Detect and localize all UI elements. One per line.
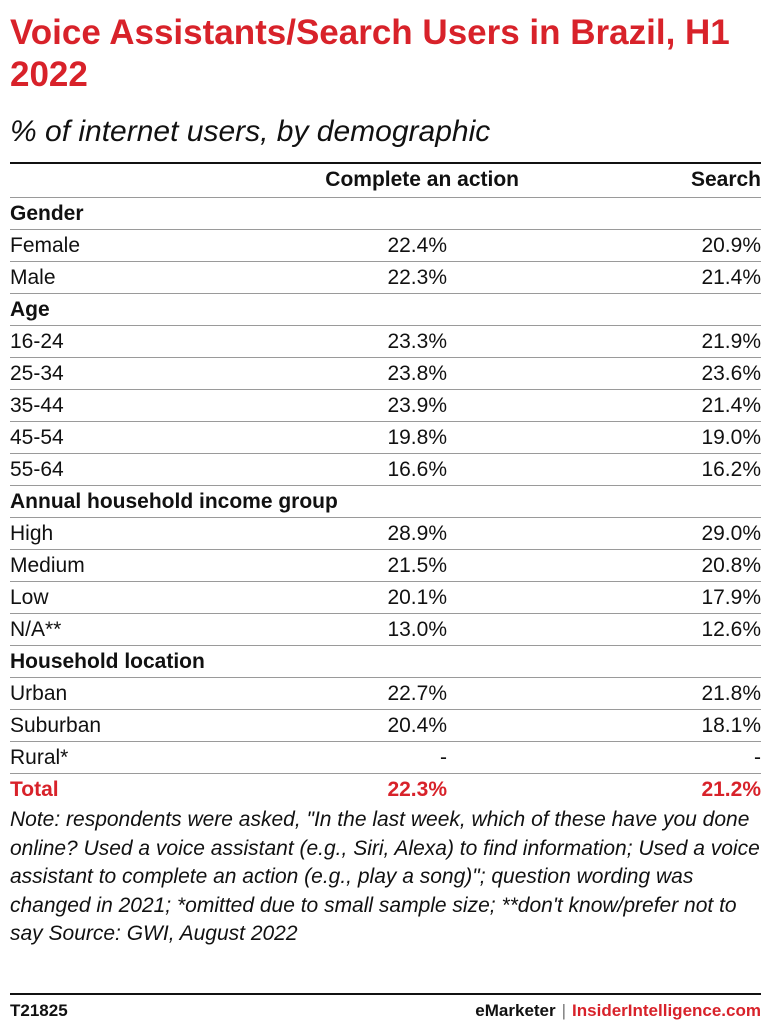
- table-row-complete-action-value: -: [440, 746, 447, 769]
- table-row: 25-34 23.8% 23.6%: [10, 358, 761, 390]
- table-row-label: 45-54: [10, 426, 64, 449]
- table-row-complete-action-value: 20.4%: [387, 714, 447, 737]
- table-row-search-value: 20.8%: [701, 554, 761, 577]
- table-row-label: Male: [10, 266, 56, 289]
- group-row-label: Age: [10, 298, 50, 321]
- group-row: Annual household income group: [10, 486, 761, 518]
- brand-separator: |: [561, 1001, 567, 1020]
- table-row-complete-action-value: 20.1%: [387, 586, 447, 609]
- table-row: 45-54 19.8% 19.0%: [10, 422, 761, 454]
- table-row-complete-action-value: 16.6%: [387, 458, 447, 481]
- table-row-search-value: 19.0%: [701, 426, 761, 449]
- total-row-label: Total: [10, 778, 59, 801]
- chart-id: T21825: [10, 1001, 68, 1020]
- table-row: 16-24 23.3% 21.9%: [10, 326, 761, 358]
- table-row-search-value: -: [754, 746, 761, 769]
- table-row-search-value: 21.4%: [701, 266, 761, 289]
- table-row-complete-action-value: 23.9%: [387, 394, 447, 417]
- table-row-complete-action-value: 23.8%: [387, 362, 447, 385]
- table-row: Female 22.4% 20.9%: [10, 230, 761, 262]
- table-row-label: Rural*: [10, 746, 69, 769]
- brand-insiderintelligence: InsiderIntelligence.com: [572, 1001, 761, 1020]
- column-header-complete-action: Complete an action: [325, 168, 519, 191]
- table-row-search-value: 12.6%: [701, 618, 761, 641]
- table-row-label: Low: [10, 586, 49, 609]
- data-table: Complete an action Search Gender Female 22…: [10, 164, 761, 806]
- brand-credit: eMarketer | InsiderIntelligence.com: [475, 1000, 761, 1022]
- top-rule: [10, 162, 761, 164]
- table-row-complete-action-value: 28.9%: [387, 522, 447, 545]
- table-header-row: Complete an action Search: [10, 164, 761, 198]
- table-row-complete-action-value: 22.7%: [387, 682, 447, 705]
- table-row-label: 55-64: [10, 458, 64, 481]
- table-row-complete-action-value: 13.0%: [387, 618, 447, 641]
- table-row-search-value: 21.4%: [701, 394, 761, 417]
- table-row-complete-action-value: 22.4%: [387, 234, 447, 257]
- table-row: Rural* - -: [10, 742, 761, 774]
- table-row-complete-action-value: 21.5%: [387, 554, 447, 577]
- group-row: Gender: [10, 198, 761, 230]
- footnote: Note: respondents were asked, "In the la…: [10, 808, 760, 946]
- table-row-label: N/A**: [10, 618, 62, 641]
- bottom-rule: [10, 993, 761, 995]
- footer: T21825 eMarketer | InsiderIntelligence.com: [10, 1000, 761, 1022]
- table-row-label: High: [10, 522, 54, 545]
- total-row: Total 22.3% 21.2%: [10, 774, 761, 806]
- table-row: High 28.9% 29.0%: [10, 518, 761, 550]
- table-row-search-value: 21.9%: [701, 330, 761, 353]
- chart-subtitle: % of internet users, by demographic: [10, 115, 491, 148]
- group-row: Age: [10, 294, 761, 326]
- table-row-label: Suburban: [10, 714, 102, 737]
- table-row-search-value: 29.0%: [701, 522, 761, 545]
- group-row-label: Annual household income group: [10, 490, 338, 513]
- table-row-complete-action-value: 22.3%: [387, 266, 447, 289]
- table-row-label: 16-24: [10, 330, 64, 353]
- table-row-search-value: 18.1%: [701, 714, 761, 737]
- table-row-label: Urban: [10, 682, 68, 705]
- table-row: 35-44 23.9% 21.4%: [10, 390, 761, 422]
- group-row-label: Gender: [10, 202, 84, 225]
- table-row: Suburban 20.4% 18.1%: [10, 710, 761, 742]
- table-row-label: Medium: [10, 554, 85, 577]
- brand-emarketer: eMarketer: [475, 1001, 556, 1020]
- table-row: Urban 22.7% 21.8%: [10, 678, 761, 710]
- table-row: Male 22.3% 21.4%: [10, 262, 761, 294]
- table-row-label: Female: [10, 234, 81, 257]
- column-header-search: Search: [690, 168, 761, 191]
- total-row-complete-action-value: 22.3%: [387, 778, 447, 801]
- table-row: 55-64 16.6% 16.2%: [10, 454, 761, 486]
- table-row: Low 20.1% 17.9%: [10, 582, 761, 614]
- total-row-search-value: 21.2%: [701, 778, 761, 801]
- table-row: Medium 21.5% 20.8%: [10, 550, 761, 582]
- group-row: Household location: [10, 646, 761, 678]
- table-row-complete-action-value: 19.8%: [387, 426, 447, 449]
- table-row-search-value: 23.6%: [701, 362, 761, 385]
- table-row-label: 35-44: [10, 394, 64, 417]
- group-row-label: Household location: [10, 650, 205, 673]
- table-row-search-value: 20.9%: [701, 234, 761, 257]
- table-row-search-value: 17.9%: [701, 586, 761, 609]
- table-row-search-value: 16.2%: [701, 458, 761, 481]
- chart-title: Voice Assistants/Search Users in Brazil,…: [10, 13, 730, 94]
- table-row: N/A** 13.0% 12.6%: [10, 614, 761, 646]
- table-row-label: 25-34: [10, 362, 64, 385]
- table-row-search-value: 21.8%: [701, 682, 761, 705]
- table-row-complete-action-value: 23.3%: [387, 330, 447, 353]
